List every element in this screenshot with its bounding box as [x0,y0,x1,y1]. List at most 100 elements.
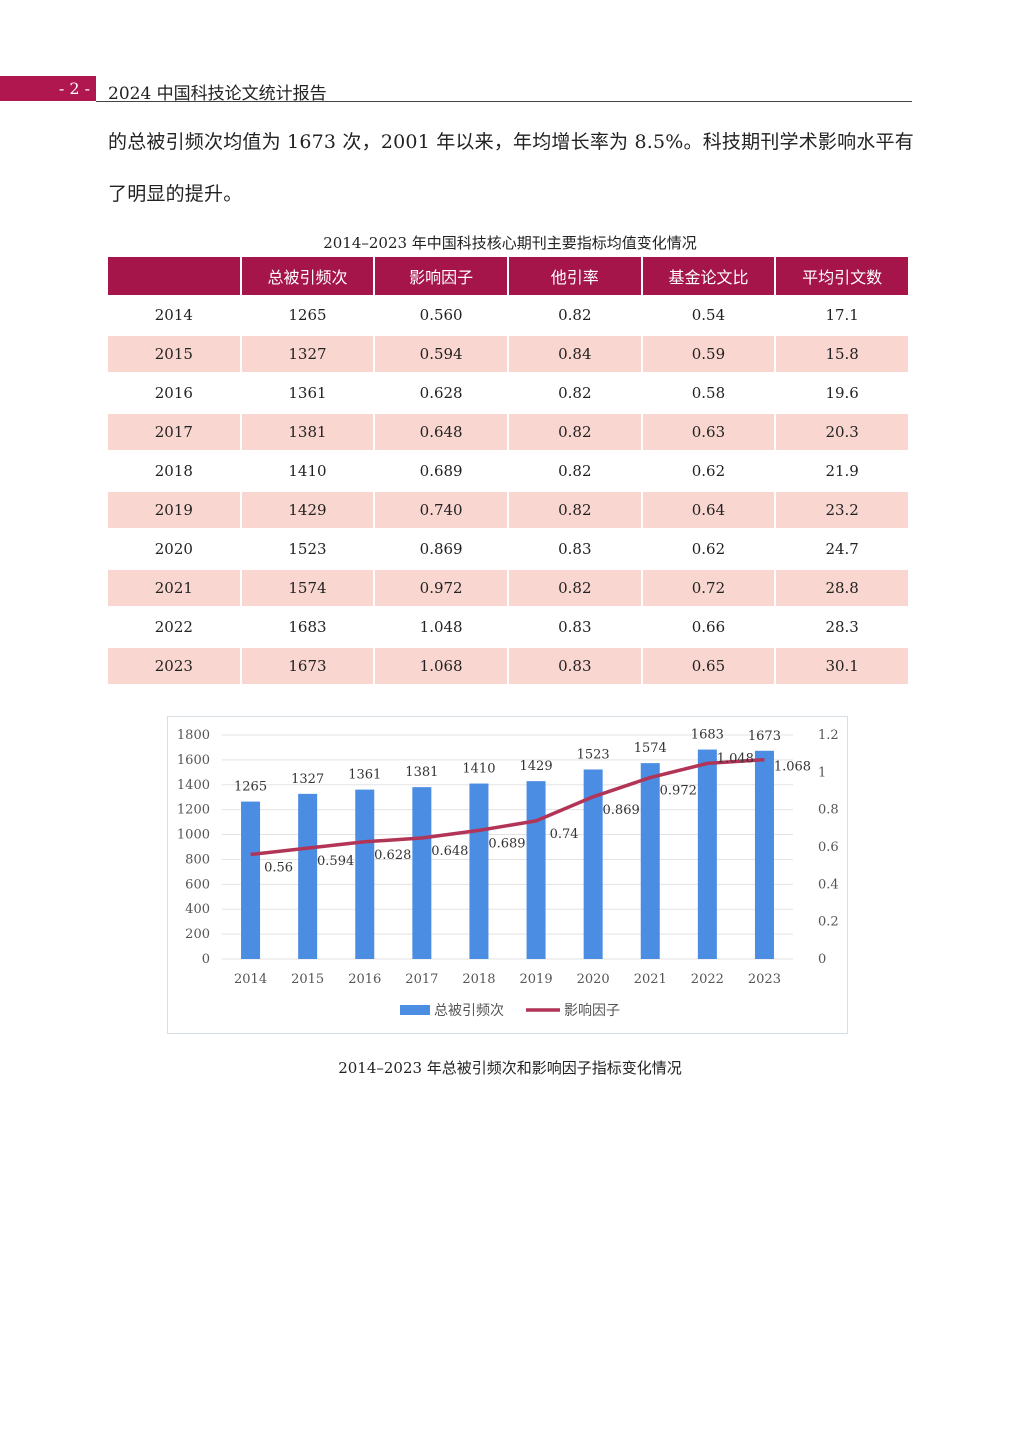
bar [583,769,603,959]
table-cell: 0.64 [642,491,775,530]
table-cell: 2020 [108,530,240,569]
table-row: 2020 1523 0.869 0.83 0.62 24.7 [108,530,908,569]
table-cell: 0.594 [375,335,507,374]
body-paragraph-line-2: 了明显的提升。 [108,183,243,205]
indicator-table: 总被引频次 影响因子 他引率 基金论文比 平均引文数 2014 1265 0.560 0.82… [106,257,910,686]
x-tick-label: 2014 [234,972,267,987]
page-number: - 2 - [58,79,90,98]
table-row: 2023 1673 1.068 0.83 0.65 30.1 [108,647,908,686]
table-cell: 28.3 [776,608,908,647]
table-cell: 0.689 [375,452,507,491]
table-cell: 1327 [241,335,374,374]
bar-data-label: 1523 [577,747,610,762]
y-left-tick-label: 1200 [177,803,210,818]
table-cell: 0.58 [642,374,775,413]
table-cell: 2022 [108,608,240,647]
table-cell: 0.82 [508,569,641,608]
y-left-tick-label: 600 [185,877,210,892]
table-row: 2015 1327 0.594 0.84 0.59 15.8 [108,335,908,374]
y-left-tick-label: 1800 [177,728,210,743]
line-data-label: 0.972 [660,784,697,799]
table-cell: 2014 [108,296,240,335]
table-cell: 30.1 [776,647,908,686]
table-cell: 0.83 [508,647,641,686]
x-tick-label: 2015 [291,972,324,987]
bar [697,749,717,959]
table-cell: 0.972 [375,569,507,608]
table-cell: 19.6 [776,374,908,413]
bar [241,801,261,959]
line-data-label: 0.648 [431,844,468,859]
table-row: 2019 1429 0.740 0.82 0.64 23.2 [108,491,908,530]
impact-factor-line [250,757,765,857]
x-tick-label: 2017 [405,972,438,987]
table-cell: 0.740 [375,491,507,530]
table-cell: 0.54 [642,296,775,335]
table-caption: 2014–2023 年中国科技核心期刊主要指标均值变化情况 [323,234,697,252]
table-cell: 2023 [108,647,240,686]
line-data-label: 0.628 [374,848,411,863]
y-left-tick-label: 1400 [177,778,210,793]
y-left-tick-label: 200 [185,927,210,942]
line-data-label: 0.594 [317,854,354,869]
table-cell: 0.84 [508,335,641,374]
bar [640,763,660,959]
x-tick-label: 2018 [462,972,495,987]
table-header-row: 总被引频次 影响因子 他引率 基金论文比 平均引文数 [108,257,908,296]
table-header-cell: 平均引文数 [776,257,908,296]
table-cell: 0.65 [642,647,775,686]
table-cell: 0.648 [375,413,507,452]
x-tick-label: 2020 [577,972,610,987]
table-cell: 0.82 [508,413,641,452]
table-cell: 0.82 [508,452,641,491]
bar [298,793,318,959]
table-cell: 1265 [241,296,374,335]
table-row: 2021 1574 0.972 0.82 0.72 28.8 [108,569,908,608]
y-left-tick-label: 0 [202,952,210,967]
table-cell: 1429 [241,491,374,530]
line-data-label: 0.56 [264,860,293,875]
table-header-cell: 他引率 [508,257,641,296]
y-right-tick-label: 1.2 [818,728,839,743]
body-paragraph-line-1: 的总被引频次均值为 1673 次，2001 年以来，年均增长率为 8.5%。科技… [108,131,914,153]
legend-label-line: 影响因子 [564,1003,620,1019]
table-cell: 20.3 [776,413,908,452]
table-cell: 0.83 [508,608,641,647]
table-cell: 2015 [108,335,240,374]
y-right-tick-label: 0 [818,952,826,967]
table-cell: 23.2 [776,491,908,530]
bar [469,783,489,959]
table-header-cell: 总被引频次 [241,257,374,296]
chart-container: 0 200 400 600 800 1000 1200 1400 1600 1800 0 0.2 0.4… [167,716,848,1034]
page-number-band: - 2 - [0,76,96,101]
table-cell: 1673 [241,647,374,686]
y-right-tick-label: 0.4 [818,877,839,892]
x-tick-label: 2019 [520,972,553,987]
table-cell: 15.8 [776,335,908,374]
x-tick-label: 2023 [748,972,781,987]
table-cell: 0.83 [508,530,641,569]
table-cell: 1410 [241,452,374,491]
line-data-label: 0.869 [603,803,640,818]
table-cell: 28.8 [776,569,908,608]
y-left-tick-label: 1600 [177,753,210,768]
table-cell: 17.1 [776,296,908,335]
table-cell: 0.628 [375,374,507,413]
running-title: 2024 中国科技论文统计报告 [108,84,327,104]
line-data-label: 0.74 [550,827,579,842]
table-row: 2014 1265 0.560 0.82 0.54 17.1 [108,296,908,335]
header-rule [96,101,912,102]
bar-data-label: 1410 [462,762,495,777]
y-right-tick-label: 1 [818,765,826,780]
table-cell: 0.82 [508,491,641,530]
table-header-cell: 影响因子 [375,257,507,296]
table-cell: 2018 [108,452,240,491]
table-cell: 1.068 [375,647,507,686]
bar-data-label: 1683 [691,728,724,743]
table-cell: 0.82 [508,374,641,413]
table-cell: 1523 [241,530,374,569]
table-cell: 0.62 [642,530,775,569]
bar-data-label: 1327 [291,772,324,787]
table-header-cell [108,257,240,296]
table-row: 2018 1410 0.689 0.82 0.62 21.9 [108,452,908,491]
